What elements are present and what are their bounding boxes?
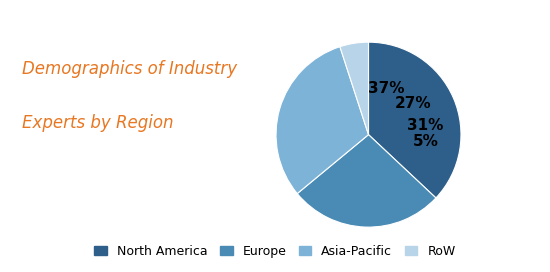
Legend: North America, Europe, Asia-Pacific, RoW: North America, Europe, Asia-Pacific, RoW xyxy=(89,240,461,263)
Wedge shape xyxy=(276,47,369,194)
Text: 27%: 27% xyxy=(394,96,431,111)
Wedge shape xyxy=(340,42,368,135)
Text: Demographics of Industry: Demographics of Industry xyxy=(22,60,237,78)
Wedge shape xyxy=(297,135,436,227)
Wedge shape xyxy=(368,42,461,198)
Text: 5%: 5% xyxy=(412,134,438,149)
Text: Experts by Region: Experts by Region xyxy=(22,114,173,132)
Text: 37%: 37% xyxy=(368,81,405,96)
Text: 31%: 31% xyxy=(406,118,443,133)
